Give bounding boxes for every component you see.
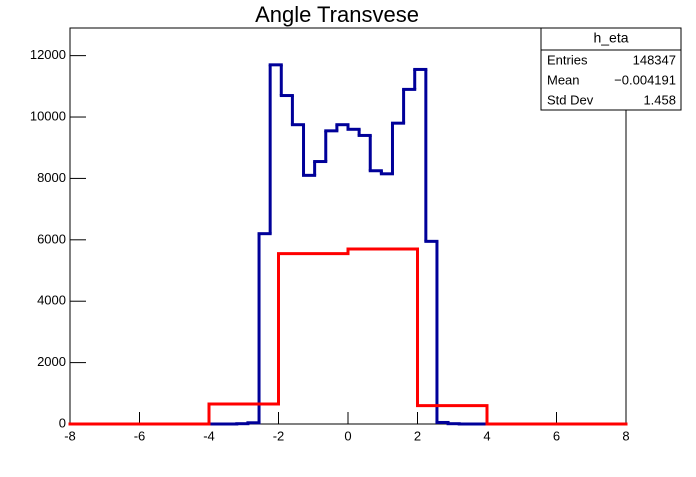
- x-tick-label: -6: [134, 428, 146, 443]
- stats-border: [540, 27, 682, 111]
- chart-title: Angle Transvese: [255, 2, 419, 27]
- stats-label: Std Dev: [547, 92, 594, 107]
- stats-value: −0.004191: [614, 72, 676, 87]
- x-tick-label: 6: [553, 428, 560, 443]
- x-tick-label: -4: [203, 428, 215, 443]
- stats-label: Entries: [547, 52, 588, 67]
- y-tick-label: 6000: [37, 231, 66, 246]
- x-tick-label: 8: [622, 428, 629, 443]
- y-tick-label: 10000: [30, 108, 66, 123]
- y-tick-label: 2000: [37, 354, 66, 369]
- x-tick-label: -8: [64, 428, 76, 443]
- y-tick-label: 8000: [37, 170, 66, 185]
- stats-box: h_eta Entries 148347 Mean −0.004191 Std Dev 1…: [540, 27, 682, 111]
- stats-label: Mean: [547, 72, 580, 87]
- x-tick-label: 0: [344, 428, 351, 443]
- x-tick-label: -2: [273, 428, 285, 443]
- stats-value: 1.458: [643, 92, 676, 107]
- x-tick-label: 4: [483, 428, 490, 443]
- y-tick-label: 0: [59, 415, 66, 430]
- stats-title: h_eta: [593, 30, 628, 46]
- y-tick-label: 4000: [37, 293, 66, 308]
- y-tick-label: 12000: [30, 47, 66, 62]
- stats-value: 148347: [633, 52, 676, 67]
- x-tick-label: 2: [414, 428, 421, 443]
